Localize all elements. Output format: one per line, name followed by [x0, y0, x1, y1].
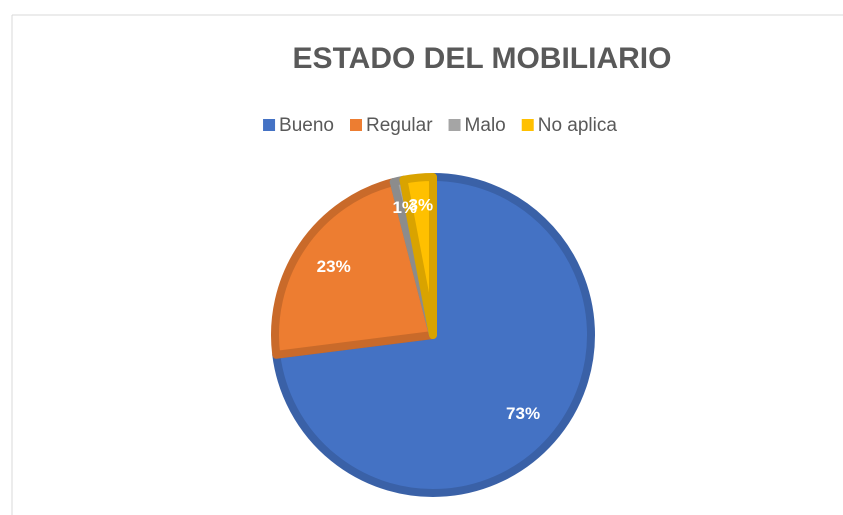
pie-slice: [271, 177, 437, 359]
pie: 73% 23% 1%3%: [271, 173, 595, 497]
data-label: 3%: [409, 195, 434, 214]
chart-title: ESTADO DEL MOBILIARIO: [293, 42, 672, 75]
pie-slice: [399, 173, 437, 339]
legend-label: Bueno: [279, 115, 334, 136]
data-label: 23%: [317, 257, 351, 276]
data-label: 73%: [506, 404, 540, 423]
legend: Bueno Regular Malo No aplica: [263, 115, 617, 136]
legend-swatch: [350, 119, 362, 131]
data-label: 1%: [392, 198, 417, 217]
legend-label: Regular: [366, 115, 433, 136]
legend-swatch: [521, 119, 534, 131]
legend-label: No aplica: [538, 115, 618, 136]
legend-swatch: [263, 119, 276, 131]
legend-swatch: [448, 119, 461, 131]
legend-label: Malo: [465, 115, 506, 136]
